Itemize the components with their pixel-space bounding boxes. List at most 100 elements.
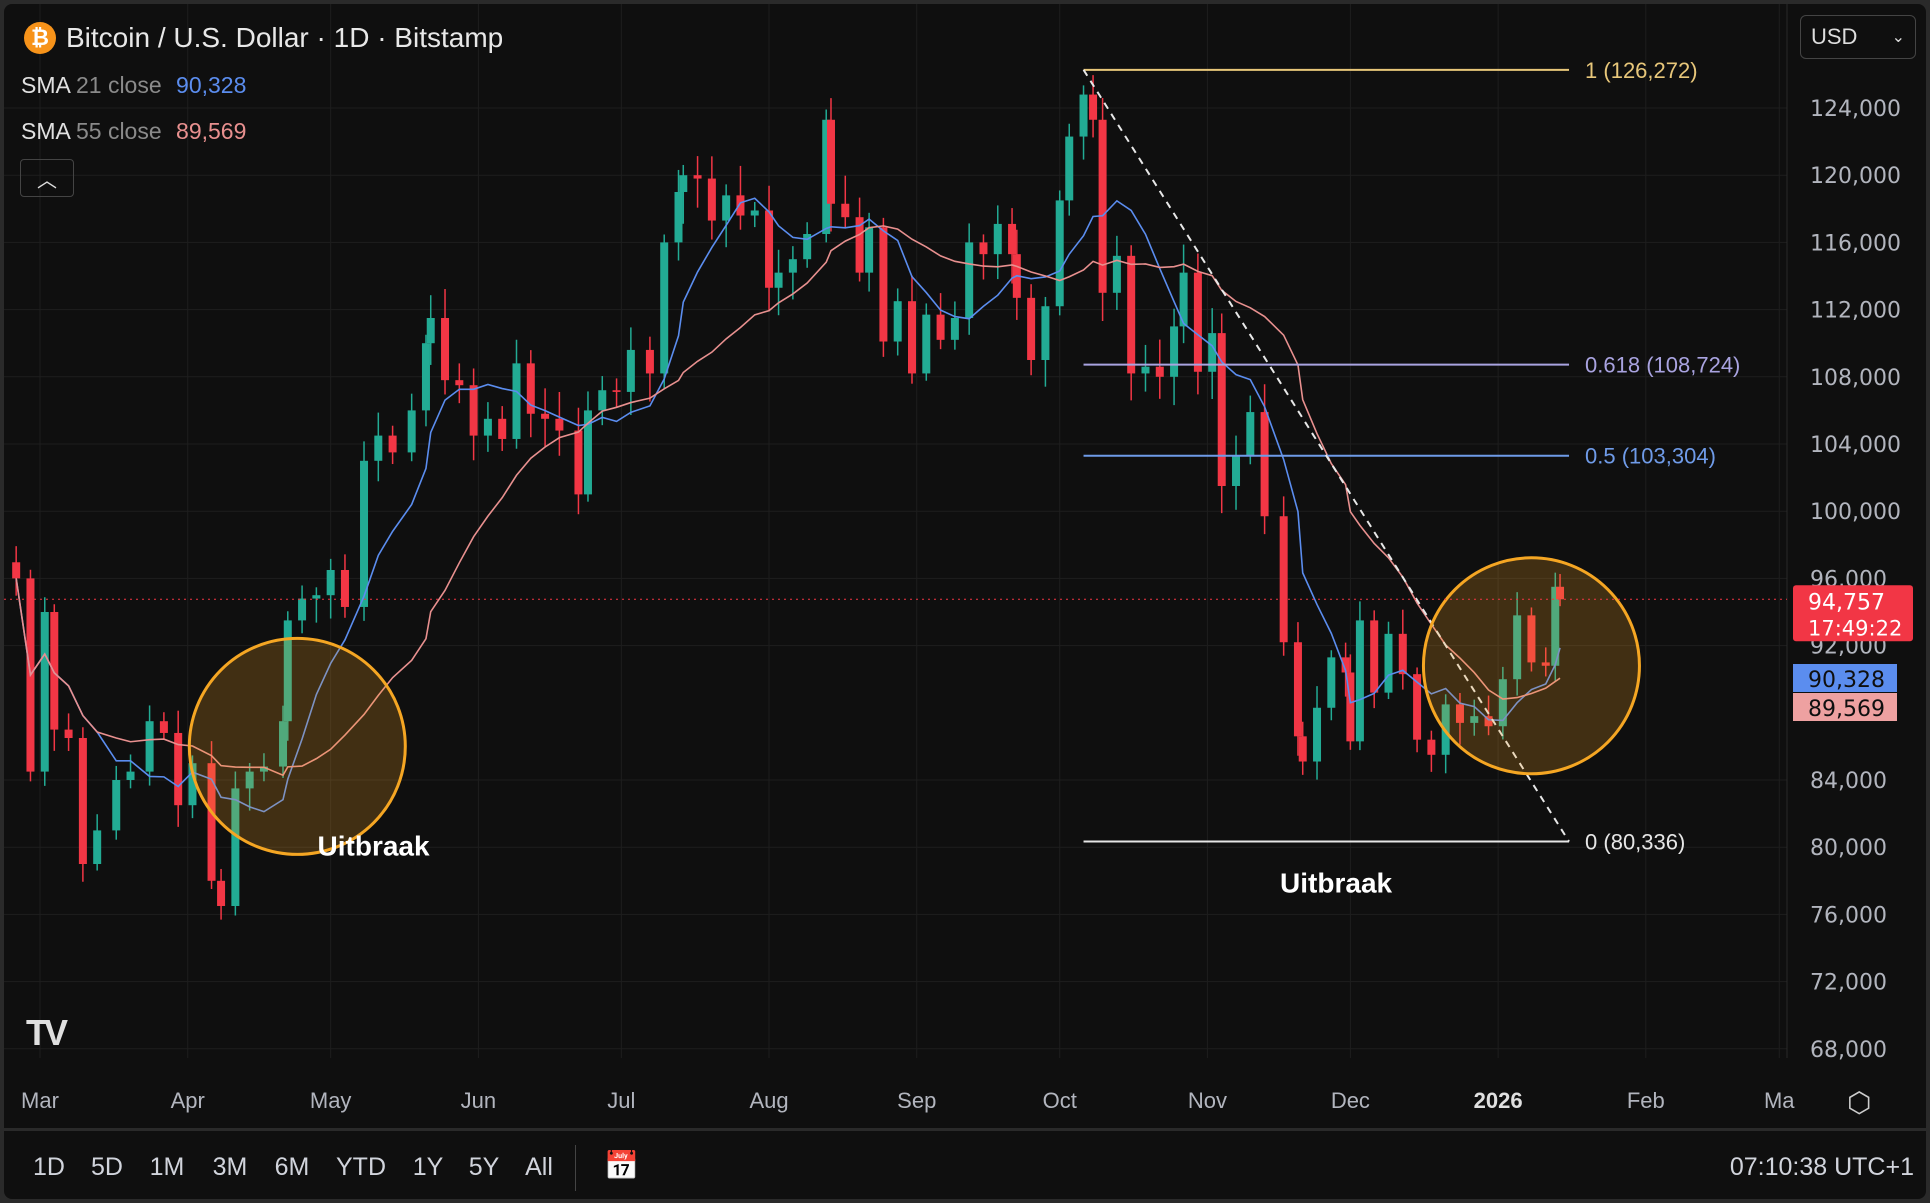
candle-body <box>707 178 716 221</box>
candle-body <box>1089 94 1098 120</box>
y-tick-label: 68,000 <box>1810 1038 1887 1063</box>
candle-body <box>993 223 1002 255</box>
candle-body <box>145 721 154 772</box>
candle-body <box>1298 736 1307 762</box>
candle-body <box>693 175 702 179</box>
candle-body <box>1246 412 1255 456</box>
candle-body <box>112 780 121 831</box>
candle-body <box>979 242 988 255</box>
candle-body <box>855 217 864 273</box>
last-price-value: 94,757 <box>1808 590 1885 615</box>
range-5d-button[interactable]: 5D <box>91 1153 123 1181</box>
fib-level-label: 1 (126,272) <box>1585 58 1698 83</box>
candle-body <box>326 570 335 596</box>
range-ytd-button[interactable]: YTD <box>336 1153 386 1181</box>
candle-body <box>1293 642 1302 737</box>
calendar-goto-icon[interactable]: 📅 <box>604 1150 639 1181</box>
sma21-legend[interactable]: SMA 21 close 90,328 <box>21 72 246 99</box>
x-tick-label: Jul <box>607 1088 635 1113</box>
range-5y-button[interactable]: 5Y <box>468 1153 500 1181</box>
candle-body <box>50 612 59 730</box>
candle-body <box>660 242 669 374</box>
candle-body <box>1341 657 1350 673</box>
candle-body <box>12 562 21 579</box>
y-tick-label: 76,000 <box>1810 903 1887 928</box>
chevron-up-icon: ︿ <box>37 169 57 192</box>
sma55-legend[interactable]: SMA 55 close 89,569 <box>21 118 246 145</box>
sma21-key: SMA <box>21 72 70 98</box>
candle-body <box>207 763 216 881</box>
candle-body <box>1260 412 1269 517</box>
breakout-label: Uitbraak <box>318 831 430 862</box>
x-tick-label: Aug <box>749 1088 788 1113</box>
candle-body <box>1470 716 1479 723</box>
candle-body <box>765 210 774 288</box>
x-tick-label: 2026 <box>1474 1088 1523 1113</box>
candle-body <box>965 242 974 318</box>
candle-body <box>774 272 783 288</box>
bottom-toolbar: 1D 5D 1M 3M 6M YTD 1Y 5Y All 📅 07:10:38 … <box>4 1128 1926 1199</box>
price-chart[interactable]: 124,000 120,000 116,000 112,000 108,000 104,0… <box>4 4 1926 1128</box>
sma55-price-label: 89,569 <box>1808 697 1885 722</box>
bitcoin-icon: ₿ <box>24 22 56 54</box>
currency-select[interactable]: USD ⌄ <box>1800 15 1916 59</box>
candle-body <box>1127 255 1136 374</box>
range-1d-button[interactable]: 1D <box>33 1153 65 1181</box>
range-1m-button[interactable]: 1M <box>149 1153 185 1181</box>
y-tick-label: 120,000 <box>1810 164 1901 189</box>
fib-level-label: 0 (80,336) <box>1585 830 1685 855</box>
candle-body <box>750 210 759 216</box>
candle-body <box>1384 633 1393 693</box>
range-6m-button[interactable]: 6M <box>274 1153 310 1181</box>
candle-body <box>407 410 416 453</box>
candle-body <box>788 259 797 273</box>
tradingview-logo[interactable]: TV <box>26 1012 68 1053</box>
candle-body <box>1008 223 1017 255</box>
candle-body <box>736 195 745 216</box>
candle-body <box>1179 272 1188 327</box>
candle-body <box>40 612 49 772</box>
y-tick-label: 112,000 <box>1810 299 1901 324</box>
y-tick-label: 124,000 <box>1810 97 1901 122</box>
candle-body <box>1455 704 1464 723</box>
candle-body <box>312 595 321 599</box>
range-1y-button[interactable]: 1Y <box>412 1153 444 1181</box>
candle-body <box>512 363 521 439</box>
fib-level-label: 0.618 (108,724) <box>1585 353 1740 378</box>
candle-body <box>455 380 464 386</box>
candle-body <box>879 227 888 342</box>
candle-body <box>674 192 683 243</box>
candle-body <box>360 460 369 607</box>
chart-settings-icon[interactable]: ⬡ <box>1847 1087 1872 1118</box>
candle-body <box>441 318 450 381</box>
breakout-circle <box>187 636 407 856</box>
x-tick-label: Nov <box>1188 1088 1227 1113</box>
candle-body <box>231 788 240 906</box>
candle-body <box>1141 366 1150 374</box>
x-tick-label: Feb <box>1627 1088 1665 1113</box>
candle-body <box>841 203 850 218</box>
candle-body <box>259 766 268 772</box>
candle-body <box>1556 586 1565 600</box>
candle-body <box>1232 455 1241 486</box>
candle-body <box>279 721 288 767</box>
candle-body <box>388 435 397 453</box>
breakout-circle <box>1421 556 1641 776</box>
candle-body <box>679 175 688 192</box>
candle-body <box>78 738 87 864</box>
candle-body <box>1355 620 1364 742</box>
range-all-button[interactable]: All <box>525 1153 553 1181</box>
candle-body <box>583 410 592 495</box>
candle-body <box>1079 94 1088 137</box>
y-tick-label: 108,000 <box>1810 366 1901 391</box>
symbol-title[interactable]: ₿ Bitcoin / U.S. Dollar · 1D · Bitstamp <box>24 22 503 54</box>
candle-body <box>298 598 307 621</box>
clock[interactable]: 07:10:38 UTC+1 <box>1729 1153 1914 1181</box>
candle-body <box>126 771 135 780</box>
candle-body <box>541 413 550 419</box>
candle-body <box>950 318 959 340</box>
candle-body <box>1155 366 1164 377</box>
collapse-legend-button[interactable]: ︿ <box>20 159 74 197</box>
candle-body <box>645 349 654 374</box>
range-3m-button[interactable]: 3M <box>212 1153 248 1181</box>
